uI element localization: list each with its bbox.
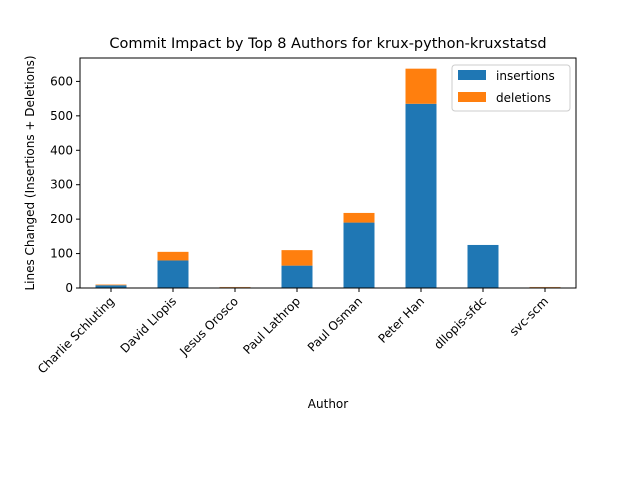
bar-insertions-dllopis-sfdc: [467, 244, 499, 288]
y-tick-label: 200: [50, 212, 73, 226]
bar-insertions-charlie-schluting: [95, 285, 127, 288]
bar-deletions-charlie-schluting: [95, 284, 127, 286]
bar-deletions-paul-osman: [343, 212, 375, 223]
plot-frame: [79, 57, 577, 289]
bar-deletions-paul-lathrop: [281, 250, 313, 266]
bar-insertions-paul-lathrop: [281, 265, 313, 288]
y-axis-label: Lines Changed (Insertions + Deletions): [23, 55, 37, 290]
legend: insertions deletions: [451, 64, 571, 112]
chart-title: Commit Impact by Top 8 Authors for krux-…: [109, 36, 546, 52]
y-tick-label: 500: [50, 109, 73, 123]
x-axis-label: Author: [308, 397, 348, 411]
legend-label-insertions: insertions: [496, 69, 555, 83]
bar-insertions-peter-han: [405, 103, 437, 288]
bar-insertions-paul-osman: [343, 222, 375, 288]
legend-swatch-insertions: [458, 70, 486, 80]
bar-deletions-david-llopis: [157, 251, 189, 261]
y-tick-label: 300: [50, 178, 73, 192]
bar-deletions-peter-han: [405, 68, 437, 104]
legend-label-deletions: deletions: [496, 91, 551, 105]
y-tick-label: 100: [50, 247, 73, 261]
legend-swatch-deletions: [458, 92, 486, 102]
bars-layer: [95, 68, 561, 288]
y-tick-label: 0: [65, 281, 73, 295]
axes-layer: [79, 57, 577, 289]
bar-insertions-david-llopis: [157, 260, 189, 288]
y-tick-label: 400: [50, 143, 73, 157]
y-tick-label: 600: [50, 74, 73, 88]
